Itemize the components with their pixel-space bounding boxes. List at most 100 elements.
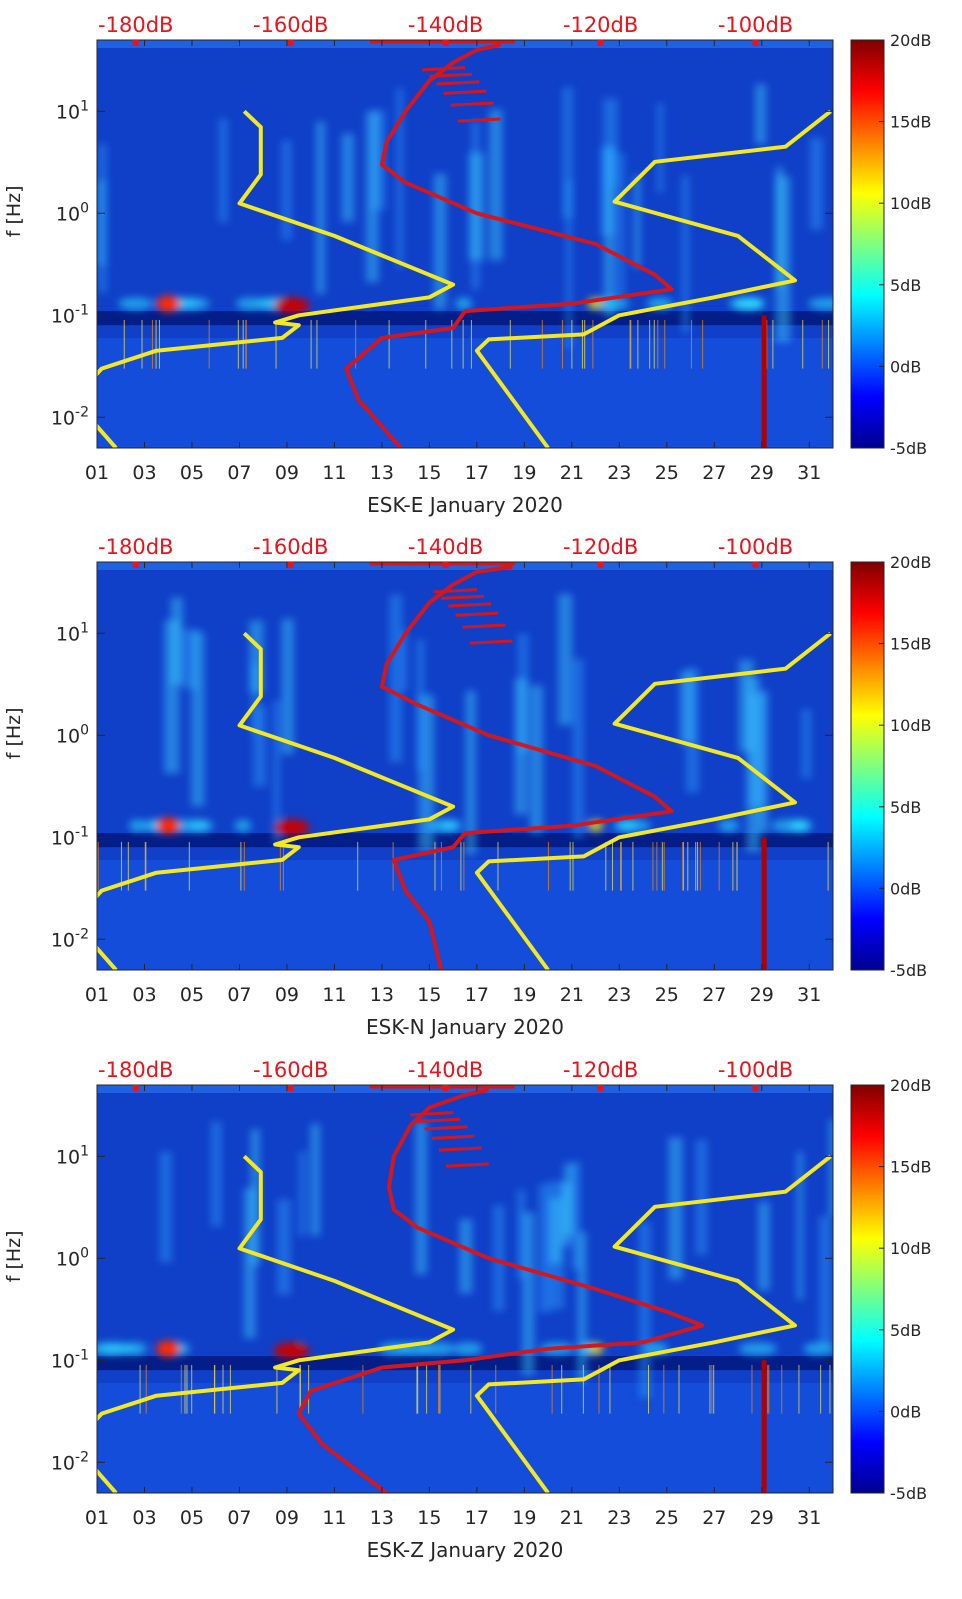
top-db-tick (752, 562, 759, 568)
texture-streak (695, 1139, 708, 1256)
y-axis-label: f [Hz] (3, 707, 25, 759)
x-tick-label: 15 (417, 462, 441, 484)
spectrogram-top-noise (97, 562, 833, 570)
texture-streak (829, 1119, 833, 1217)
spectrogram-heatmap (97, 1085, 833, 1493)
station-psd-curve (296, 1087, 705, 1493)
x-tick-label: 03 (132, 984, 156, 1006)
texture-streak (191, 631, 205, 807)
texture-streak (210, 1121, 222, 1227)
top-db-tick (132, 40, 139, 46)
colorbar-label: 10dB (890, 716, 932, 735)
colorbar-label: -5dB (890, 961, 927, 980)
microseism-band (453, 1342, 483, 1355)
y-tick-label: 10-1 (51, 824, 89, 849)
texture-streak (758, 690, 768, 833)
x-tick-label: 01 (85, 984, 109, 1006)
x-tick-label: 23 (607, 984, 631, 1006)
microseism-band (234, 819, 252, 832)
x-tick-label: 19 (512, 984, 536, 1006)
y-tick-label: 100 (56, 200, 89, 225)
top-db-tick (597, 562, 604, 568)
texture-streak (758, 1201, 770, 1291)
microseism-band (718, 819, 739, 832)
microseism-band (808, 297, 833, 310)
psd-fringe (422, 66, 466, 72)
spectrogram-texture (97, 84, 833, 349)
texture-streak (618, 153, 625, 296)
microseism-band (616, 819, 637, 832)
spectrogram-top-noise (97, 1085, 833, 1093)
top-db-tick (442, 40, 449, 46)
x-tick-label: 03 (132, 462, 156, 484)
y-tick-label: 101 (56, 98, 89, 123)
texture-streak (415, 1120, 427, 1275)
microseism-band (455, 297, 473, 310)
x-tick-label: 05 (180, 462, 204, 484)
texture-streak (801, 709, 812, 779)
x-tick-label: 13 (370, 462, 394, 484)
top-db-tick (287, 562, 294, 568)
microseism-peak (156, 295, 181, 312)
y-axis-label: f [Hz] (3, 1230, 25, 1282)
spectrogram-lowband (97, 859, 833, 970)
colorbar-label: 5dB (890, 798, 921, 817)
texture-streak (341, 133, 354, 222)
texture-streak (603, 98, 618, 187)
top-db-label: -100dB (718, 535, 793, 559)
colorbar-label: 20dB (890, 31, 932, 50)
nlnm-curve (97, 1154, 456, 1493)
chart-panel-2: 01 03 05 07 09 11 13 15 17 19 21 23 25 27 29 31 101 100 10… (3, 535, 932, 1039)
microseism-band (419, 1342, 456, 1355)
microseism-band (176, 297, 210, 310)
x-tick-label: 07 (227, 1507, 251, 1529)
texture-streak (679, 671, 694, 744)
texture-streak (273, 700, 280, 844)
spectrogram-heatmap (97, 562, 833, 970)
x-tick-label: 05 (180, 1507, 204, 1529)
spectrogram-heatmap (97, 40, 833, 448)
texture-streak (560, 1183, 572, 1246)
x-tick-label: 01 (85, 1507, 109, 1529)
texture-streak (571, 1161, 581, 1270)
x-tick-label: 31 (797, 984, 821, 1006)
y-tick-label: 10-1 (51, 1347, 89, 1372)
nhnm-curve (474, 1154, 832, 1493)
texture-streak (298, 1151, 307, 1236)
microseism-band (97, 1342, 126, 1355)
x-tick-label: 31 (797, 1507, 821, 1529)
texture-streak (401, 629, 408, 691)
texture-streak (755, 84, 767, 145)
x-tick-label: 07 (227, 984, 251, 1006)
x-tick-label: 09 (275, 462, 299, 484)
microseism-band (440, 819, 462, 832)
top-db-label: -180dB (98, 535, 173, 559)
texture-streak (316, 121, 326, 294)
texture-streak (565, 180, 572, 349)
x-tick-label: 25 (655, 462, 679, 484)
top-db-label: -180dB (98, 1058, 173, 1082)
microseism-band (189, 819, 214, 832)
x-tick-label: 29 (750, 1507, 774, 1529)
texture-streak (577, 1232, 587, 1382)
colorbar-label: 0dB (890, 1402, 921, 1421)
spectrogram-top-noise (97, 40, 833, 48)
nhnm-curve (474, 631, 832, 970)
colorbar-label: -5dB (890, 1484, 927, 1503)
colorbar (850, 39, 885, 449)
y-tick-label: 101 (56, 620, 89, 645)
psd-fringe (448, 602, 492, 608)
texture-streak (468, 152, 485, 261)
colorbar (850, 1084, 885, 1494)
x-tick-label: 21 (560, 462, 584, 484)
texture-streak (633, 175, 641, 269)
x-axis-label: ESK-E January 2020 (367, 493, 563, 517)
psd-fringe (469, 639, 513, 645)
texture-streak (251, 664, 260, 734)
x-tick-label: 13 (370, 1507, 394, 1529)
psd-fringe (445, 1162, 489, 1168)
top-db-label: -120dB (563, 535, 638, 559)
microseism-peak (156, 1340, 181, 1357)
psd-fringe (410, 1111, 454, 1117)
texture-streak (389, 594, 403, 763)
